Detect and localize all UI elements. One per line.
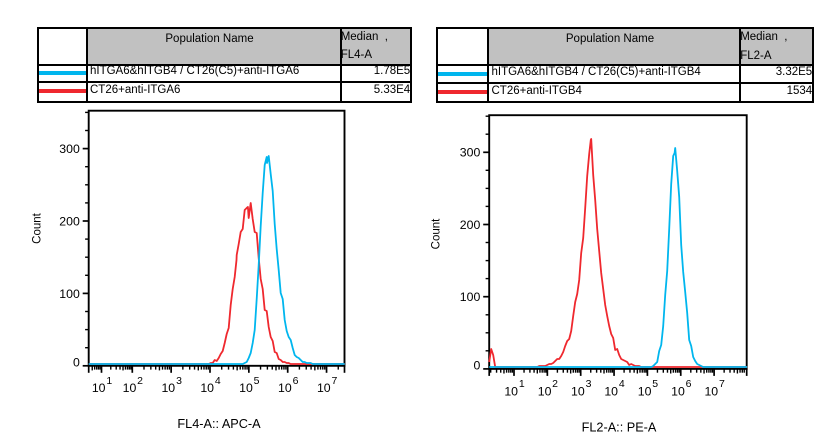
svg-text:100: 100: [460, 290, 481, 304]
svg-text:10: 10: [278, 381, 292, 395]
svg-text:100: 100: [59, 287, 80, 301]
svg-text:3: 3: [176, 375, 182, 387]
svg-text:7: 7: [719, 378, 725, 390]
svg-text:Count: Count: [430, 218, 442, 249]
svg-text:10: 10: [504, 384, 518, 398]
svg-text:1: 1: [519, 378, 525, 390]
svg-text:10: 10: [704, 384, 718, 398]
svg-text:7: 7: [331, 375, 337, 387]
svg-text:4: 4: [215, 375, 221, 387]
svg-text:200: 200: [460, 218, 481, 232]
svg-text:300: 300: [460, 146, 481, 160]
svg-text:10: 10: [123, 381, 137, 395]
svg-text:0: 0: [73, 356, 80, 370]
svg-text:FL4-A:: APC-A: FL4-A:: APC-A: [177, 417, 261, 431]
svg-text:10: 10: [671, 384, 685, 398]
svg-text:2: 2: [137, 375, 143, 387]
svg-text:Count: Count: [31, 212, 43, 243]
svg-text:2: 2: [552, 378, 558, 390]
svg-text:300: 300: [59, 142, 80, 156]
svg-text:FL2-A:: PE-A: FL2-A:: PE-A: [582, 421, 657, 435]
svg-text:10: 10: [604, 384, 618, 398]
svg-text:10: 10: [317, 381, 331, 395]
svg-text:0: 0: [473, 359, 480, 373]
svg-text:10: 10: [161, 381, 175, 395]
svg-text:6: 6: [686, 378, 692, 390]
svg-text:10: 10: [571, 384, 585, 398]
svg-text:4: 4: [619, 378, 625, 390]
svg-text:10: 10: [638, 384, 652, 398]
svg-text:5: 5: [652, 378, 658, 390]
svg-text:10: 10: [538, 384, 552, 398]
svg-text:10: 10: [92, 381, 106, 395]
svg-text:5: 5: [254, 375, 260, 387]
svg-text:200: 200: [59, 214, 80, 228]
svg-text:6: 6: [293, 375, 299, 387]
svg-text:3: 3: [586, 378, 592, 390]
svg-text:1: 1: [106, 375, 112, 387]
svg-text:10: 10: [239, 381, 253, 395]
svg-text:10: 10: [200, 381, 214, 395]
